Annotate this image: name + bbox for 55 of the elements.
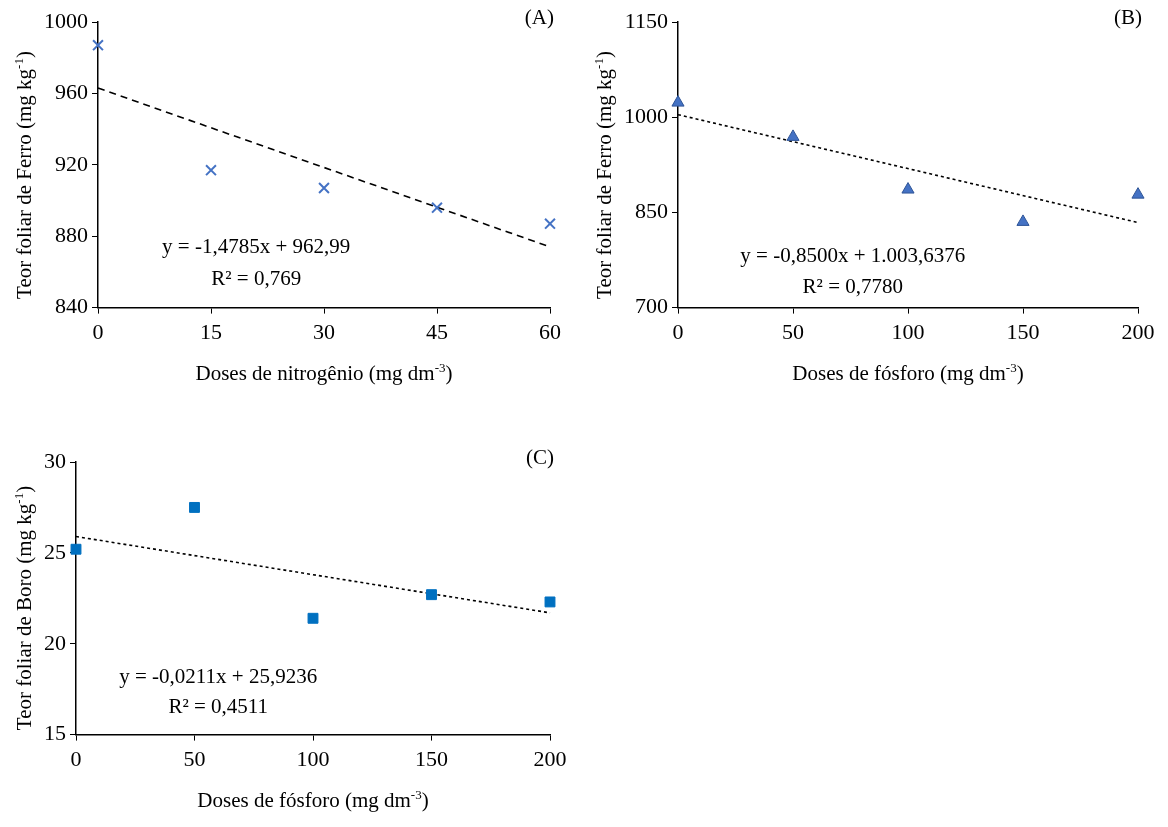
x-tick-label: 150 <box>1006 318 1040 344</box>
x-tick-label: 100 <box>296 745 330 771</box>
y-tick-label: 880 <box>55 221 88 247</box>
annotation: R² = 0,7780 <box>802 274 903 299</box>
point <box>1131 187 1145 199</box>
x-tick-label: 30 <box>313 318 335 344</box>
y-tick-label: 20 <box>44 629 66 655</box>
chart-title: (A) <box>524 5 554 30</box>
x-tick-label: 45 <box>426 318 448 344</box>
y-tick-label: 25 <box>44 538 66 564</box>
y-tick-label: 15 <box>44 720 66 746</box>
point <box>92 39 104 52</box>
x-axis-title: Doses de fósforo (mg dm$^{-3}$) <box>792 360 1024 386</box>
x-axis-title: Doses de fósforo (mg dm$^{-3}$) <box>197 787 429 813</box>
chart-title: (C) <box>526 445 554 470</box>
y-tick-label: 1000 <box>624 102 668 128</box>
x-tick-label: 200 <box>1121 318 1155 344</box>
annotation: y = -0,0211x + 25,9236 <box>119 663 318 688</box>
point <box>544 217 556 230</box>
x-tick-label: 60 <box>539 318 561 344</box>
y-tick-label: 840 <box>55 293 88 319</box>
point <box>901 182 915 194</box>
y-tick-label: 960 <box>55 79 88 105</box>
point <box>671 95 685 107</box>
point <box>786 129 800 141</box>
point <box>307 612 319 624</box>
x-tick-label: 150 <box>415 745 448 771</box>
annotation: R² = 0,769 <box>211 265 302 290</box>
point <box>544 596 556 608</box>
annotation: R² = 0,4511 <box>168 693 269 718</box>
point <box>431 201 443 214</box>
y-tick-label: 700 <box>635 293 668 319</box>
y-tick-label: 1000 <box>44 7 88 33</box>
point <box>70 543 82 555</box>
annotation: y = -1,4785x + 962,99 <box>162 234 351 259</box>
y-tick-label: 30 <box>44 447 66 473</box>
y-tick-label: 1150 <box>624 7 668 33</box>
x-tick-label: 200 <box>533 745 567 771</box>
x-tick-label: 100 <box>891 318 925 344</box>
y-tick-label: 920 <box>55 150 88 176</box>
x-axis-title: Doses de nitrogênio (mg dm$^{-3}$) <box>195 360 453 386</box>
x-tick-label: 0 <box>92 318 104 344</box>
point <box>1016 214 1030 226</box>
x-tick-label: 0 <box>70 745 82 771</box>
annotation: y = -0,8500x + 1.003,6376 <box>740 242 966 267</box>
x-tick-label: 15 <box>200 318 222 344</box>
point <box>205 164 217 177</box>
y-tick-label: 850 <box>635 198 668 224</box>
x-tick-label: 50 <box>183 745 206 771</box>
point <box>318 182 330 194</box>
point <box>426 589 437 601</box>
chart-title: (B) <box>1114 5 1142 30</box>
x-tick-label: 50 <box>782 318 804 344</box>
x-tick-label: 0 <box>672 318 684 344</box>
point <box>189 501 200 513</box>
